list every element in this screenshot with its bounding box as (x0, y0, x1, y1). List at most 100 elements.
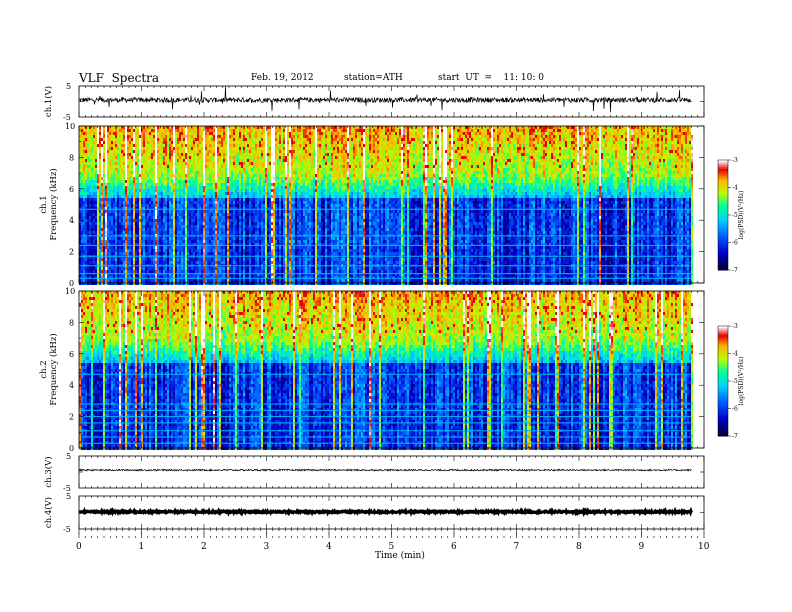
colorbar-cell (718, 244, 728, 247)
colorbar-cell (718, 264, 728, 267)
y-axis-label: ch.2 (39, 360, 49, 378)
figure-title: VLF Spectra (79, 71, 159, 85)
colorbar-cell (718, 406, 728, 409)
colorbar-cell (718, 386, 728, 389)
x-tick-label: 1 (139, 542, 145, 552)
colorbar-cell (718, 165, 728, 168)
colorbar-cell (718, 196, 728, 199)
y-axis-label: Frequency (kHz) (48, 168, 59, 240)
colorbar-cell (718, 224, 728, 227)
x-tick-label: 9 (639, 542, 645, 552)
x-tick-label: 0 (76, 542, 82, 552)
colorbar-cell (718, 425, 728, 428)
colorbar-cell (718, 253, 728, 256)
colorbar-cell (718, 370, 728, 373)
colorbar-cell (718, 213, 728, 216)
colorbar-cell (718, 218, 728, 221)
colorbar-cell (718, 178, 728, 181)
x-tick-label: 6 (451, 542, 457, 552)
colorbar-cell (718, 255, 728, 258)
colorbar-cell (718, 180, 728, 183)
waveform-trace (78, 506, 693, 518)
colorbar-cell (718, 360, 728, 364)
colorbar-cell (718, 268, 728, 271)
colorbar-cell (718, 257, 728, 260)
colorbar-cell (718, 412, 728, 415)
colorbar-cell (718, 337, 728, 340)
colorbar-tick-label: -3 (732, 323, 738, 330)
colorbar-cell (718, 381, 728, 384)
colorbar-cell (718, 382, 728, 386)
colorbar-cell (718, 428, 728, 431)
colorbar-cell (718, 403, 728, 406)
colorbar-cell (718, 185, 728, 188)
colorbar-label: log(PSD)(V²/Hz) (738, 191, 745, 240)
colorbar-cell (718, 260, 728, 264)
y-tick-label: 5 (66, 82, 71, 91)
colorbar-cell (718, 338, 728, 342)
colorbar-cell (718, 362, 728, 365)
colorbar-cell (718, 377, 728, 380)
colorbar-cell (718, 211, 728, 214)
colorbar-cell (718, 237, 728, 240)
y-tick-label: 0 (69, 444, 74, 453)
colorbar-cell (718, 246, 728, 249)
colorbar-cell (718, 373, 728, 376)
colorbar-cell (718, 417, 728, 420)
waveform-trace (78, 468, 692, 472)
colorbar-cell (718, 169, 728, 172)
colorbar-tick-label: -5 (732, 212, 738, 219)
colorbar-tick-label: -6 (732, 240, 738, 247)
colorbar-cell (718, 174, 728, 177)
colorbar-cell (718, 200, 728, 203)
colorbar-cell (718, 189, 728, 192)
y-tick-label: 8 (69, 153, 74, 162)
colorbar-cell (718, 266, 728, 269)
y-axis-label: Frequency (kHz) (48, 333, 59, 405)
colorbar-cell (718, 222, 728, 225)
colorbar-tick-label: -4 (732, 351, 738, 358)
spectrogram-cells (79, 291, 693, 450)
colorbar-cell (718, 371, 728, 375)
y-tick-label: 2 (69, 413, 74, 422)
waveform-trace (78, 86, 692, 113)
colorbar-cell (718, 426, 728, 430)
y-axis-label: ch.4(V) (43, 497, 54, 528)
spectrogram-cells (79, 126, 693, 285)
colorbar-cell (718, 415, 728, 419)
y-tick-label: 10 (65, 287, 75, 296)
colorbar-cell (718, 404, 728, 408)
colorbar-cell (718, 390, 728, 393)
colorbar-cell (718, 198, 728, 201)
colorbar-cell (718, 238, 728, 242)
colorbar-cell (718, 176, 728, 179)
colorbar-cell (718, 419, 728, 422)
colorbar-cell (718, 379, 728, 382)
y-tick-label: -5 (63, 484, 71, 493)
colorbar-cell (718, 171, 728, 174)
colorbar-cell (718, 401, 728, 404)
y-tick-label: 4 (69, 216, 74, 225)
colorbar-tick-label: -7 (732, 433, 738, 440)
colorbar-cell (718, 194, 728, 198)
colorbar-tick-label: -5 (732, 378, 738, 385)
colorbar-cell (718, 342, 728, 345)
y-tick-label: 6 (69, 350, 74, 359)
colorbar-cell (718, 408, 728, 411)
y-tick-label: 0 (69, 279, 74, 288)
colorbar-cell (718, 335, 728, 338)
colorbar-cell (718, 410, 728, 413)
colorbar-cell (718, 329, 728, 332)
x-axis-label: Time (min) (375, 550, 425, 561)
colorbar-cell (718, 248, 728, 251)
colorbar-cell (718, 349, 728, 353)
y-tick-label: 2 (69, 248, 74, 257)
colorbar-cell (718, 160, 728, 163)
colorbar-cell (718, 351, 728, 354)
x-tick-label: 4 (326, 542, 332, 552)
colorbar-cell (718, 161, 728, 165)
colorbar-cell (718, 227, 728, 231)
colorbar-cell (718, 388, 728, 391)
x-tick-label: 3 (264, 542, 270, 552)
